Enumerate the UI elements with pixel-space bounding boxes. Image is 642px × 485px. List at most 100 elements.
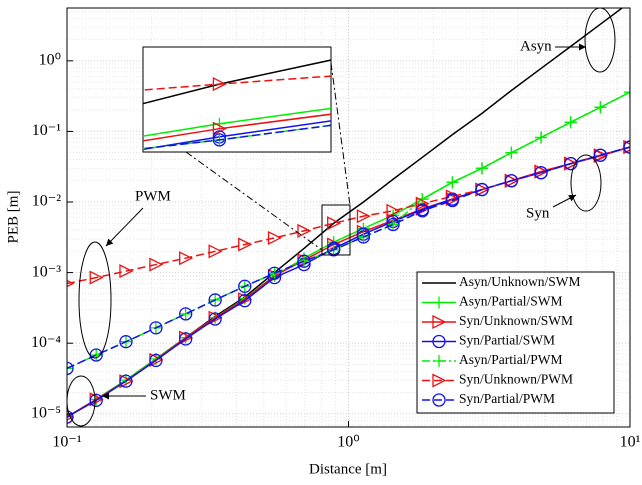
- legend-label: Asyn/Partial/SWM: [459, 294, 563, 309]
- marker: [212, 77, 227, 92]
- marker: [119, 374, 133, 388]
- y-tick-label: 10⁰: [39, 51, 61, 68]
- marker: [149, 321, 163, 335]
- ellipse: [66, 375, 96, 427]
- y-axis-label: PEB [m]: [5, 191, 21, 244]
- legend-label: Asyn/Unknown/SWM: [459, 274, 581, 289]
- y-tick-label: 10⁻³: [32, 263, 61, 280]
- marker: [535, 131, 548, 144]
- x-axis-label: Distance [m]: [309, 461, 387, 477]
- legend-frame: [416, 271, 615, 414]
- marker: [432, 334, 446, 349]
- marker: [594, 101, 607, 114]
- ellipse: [570, 154, 602, 212]
- y-tick-label: 10⁻⁴: [31, 334, 61, 351]
- marker: [238, 279, 252, 293]
- marker: [475, 182, 489, 197]
- marker: [267, 230, 282, 245]
- marker: [238, 294, 252, 308]
- marker: [446, 176, 459, 189]
- marker: [179, 251, 194, 266]
- marker: [179, 332, 193, 346]
- marker: [445, 193, 460, 208]
- marker: [433, 296, 445, 309]
- legend-label: Syn/Partial/SWM: [459, 333, 555, 348]
- marker: [415, 196, 430, 211]
- marker: [593, 148, 608, 162]
- marker: [505, 146, 518, 159]
- annotation: SWM: [150, 387, 186, 403]
- plot-area: [67, 8, 630, 424]
- y-tick-label: 10⁻¹: [32, 122, 61, 139]
- series-line: [143, 124, 331, 150]
- legend-label: Syn/Partial/PWM: [459, 391, 555, 406]
- annotation: Asyn: [520, 38, 552, 54]
- marker: [327, 243, 341, 257]
- marker: [386, 203, 401, 218]
- marker: [624, 86, 630, 99]
- marker: [119, 335, 133, 349]
- marker: [432, 393, 446, 407]
- marker: [564, 156, 578, 171]
- marker: [267, 266, 282, 280]
- marker: [297, 254, 311, 268]
- marker: [327, 216, 342, 231]
- marker: [504, 174, 519, 188]
- x-tick-label: 10¹: [620, 434, 641, 451]
- marker: [67, 410, 74, 424]
- marker: [432, 314, 447, 330]
- marker: [208, 312, 222, 326]
- x-tick-label: 10⁰: [337, 434, 359, 451]
- marker: [432, 373, 447, 388]
- annotation: PWM: [135, 188, 171, 204]
- annotation: Syn: [526, 205, 550, 221]
- arrow: [552, 194, 577, 208]
- marker: [179, 307, 193, 321]
- marker: [67, 411, 73, 424]
- marker: [534, 166, 548, 180]
- marker: [445, 189, 460, 204]
- marker: [387, 218, 400, 231]
- marker: [386, 217, 400, 232]
- marker: [415, 204, 430, 218]
- marker: [356, 209, 371, 224]
- marker: [564, 116, 577, 129]
- marker: [119, 264, 134, 279]
- ellipse: [78, 241, 112, 359]
- marker: [475, 162, 488, 175]
- marker: [208, 293, 222, 307]
- legend-label: Syn/Unknown/SWM: [459, 313, 573, 328]
- connector: [330, 62, 351, 206]
- legend-label: Asyn/Partial/PWM: [459, 352, 563, 367]
- marker: [149, 353, 163, 368]
- marker: [89, 270, 104, 285]
- marker: [67, 362, 73, 375]
- y-tick-label: 10⁻⁵: [31, 404, 61, 421]
- marker: [298, 255, 311, 268]
- marker: [356, 230, 371, 244]
- legend-label: Syn/Unknown/PWM: [459, 372, 573, 387]
- marker: [623, 140, 630, 154]
- marker: [67, 361, 74, 376]
- ellipse: [584, 7, 616, 73]
- x-tick-label: 10⁻¹: [52, 434, 81, 451]
- y-tick-label: 10⁻²: [32, 193, 61, 210]
- marker: [297, 223, 312, 238]
- marker: [149, 257, 164, 272]
- marker: [212, 121, 227, 136]
- marker: [212, 133, 227, 147]
- marker: [433, 355, 445, 367]
- marker: [179, 307, 192, 320]
- arrow: [105, 207, 144, 247]
- legend: Asyn/Unknown/SWM Asyn/Partial/SWM Syn/Unkn…: [416, 271, 615, 414]
- zoom-box: [321, 204, 351, 256]
- marker: [89, 393, 103, 408]
- connector: [185, 151, 323, 251]
- marker: [238, 237, 253, 252]
